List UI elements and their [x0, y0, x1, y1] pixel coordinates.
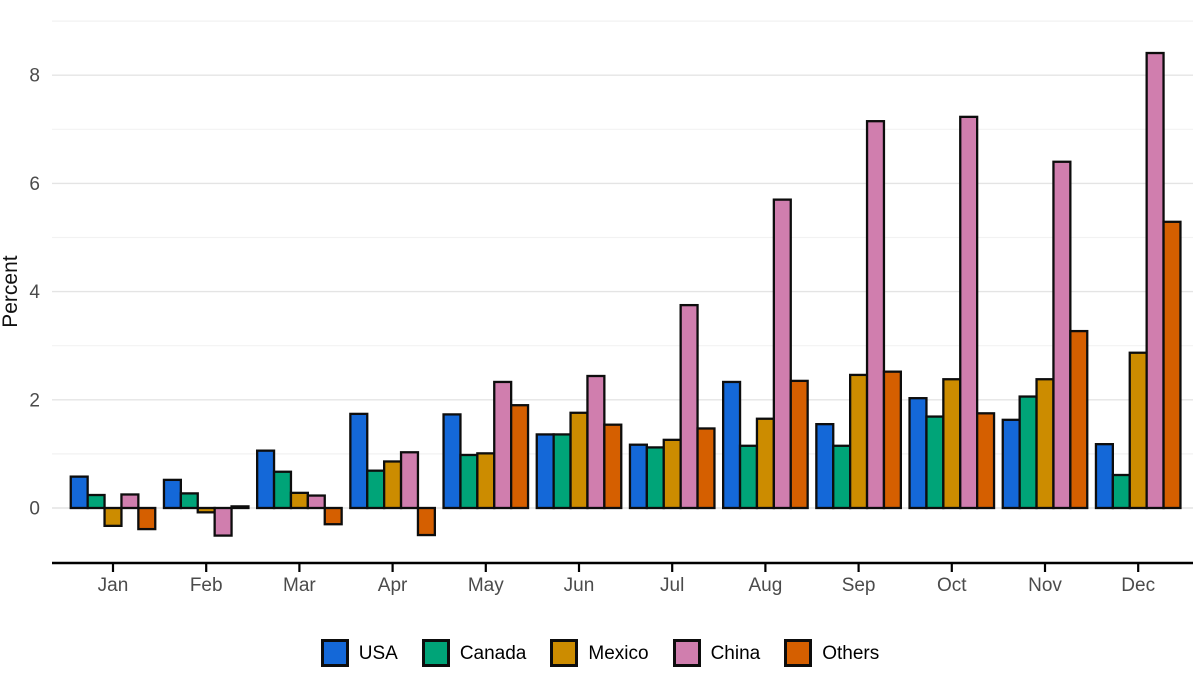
bar-canada-aug [738, 444, 759, 510]
bar-china-jun [586, 374, 606, 510]
bar-china-aug [772, 198, 792, 510]
bar-china-may [493, 380, 513, 510]
legend-label-canada: Canada [459, 642, 527, 664]
y-tick-label-4: 4 [29, 282, 40, 303]
bar-usa-jan [69, 475, 89, 510]
bar-canada-jan [86, 493, 106, 510]
x-tick-label-apr: Apr [378, 575, 408, 596]
bar-china-mar [306, 494, 326, 510]
legend-item-canada: Canada [421, 639, 527, 667]
legend-swatch-others [784, 639, 813, 667]
legend-item-china: China [672, 639, 761, 667]
bar-mexico-sep [849, 373, 869, 510]
bar-usa-may [442, 413, 462, 510]
bar-mexico-dec [1128, 351, 1148, 510]
y-tick-label-8: 8 [29, 66, 40, 87]
bar-canada-apr [366, 469, 386, 510]
bar-mexico-nov [1035, 378, 1055, 510]
legend-label-mexico: Mexico [588, 642, 649, 664]
bar-mexico-aug [755, 417, 776, 510]
bar-canada-feb [179, 492, 199, 510]
bar-china-feb [213, 506, 233, 537]
bar-canada-sep [832, 444, 852, 510]
legend-label-china: China [710, 642, 761, 664]
bar-china-oct [959, 115, 979, 510]
bar-usa-dec [1094, 443, 1114, 510]
bar-others-sep [882, 370, 903, 510]
bar-others-apr [416, 506, 437, 537]
legend-label-usa: USA [358, 642, 398, 664]
y-tick-label-2: 2 [29, 390, 40, 411]
bar-china-apr [399, 451, 420, 510]
bar-canada-mar [272, 470, 293, 510]
bar-usa-jun [535, 433, 555, 510]
x-tick-label-jul: Jul [660, 575, 684, 596]
y-axis-title: Percent [0, 255, 22, 328]
x-tick-label-nov: Nov [1028, 575, 1062, 596]
x-tick-label-aug: Aug [748, 575, 782, 596]
x-tick-label-jun: Jun [564, 575, 595, 596]
bar-others-jun [603, 423, 623, 510]
legend-item-usa: USA [320, 639, 398, 667]
bar-others-jul [696, 427, 716, 510]
bar-others-aug [789, 379, 809, 510]
bar-others-dec [1162, 220, 1182, 510]
bar-usa-feb [162, 478, 182, 510]
bar-others-nov [1069, 329, 1089, 510]
bar-usa-oct [908, 397, 928, 510]
chart-legend: USA Canada Mexico China Others [0, 625, 1200, 681]
bar-mexico-apr [382, 460, 403, 510]
bar-china-jan [120, 493, 140, 510]
bar-canada-jun [552, 433, 572, 510]
bar-mexico-jul [662, 438, 682, 510]
legend-swatch-mexico [550, 639, 579, 667]
legend-swatch-usa [320, 639, 349, 667]
x-tick-label-sep: Sep [842, 575, 876, 596]
legend-label-others: Others [822, 642, 880, 664]
bar-mexico-mar [289, 491, 310, 510]
legend-item-mexico: Mexico [550, 639, 649, 667]
x-tick-label-may: May [468, 575, 504, 596]
y-tick-label-0: 0 [29, 499, 40, 520]
bar-others-mar [323, 506, 343, 526]
bar-usa-apr [349, 412, 369, 510]
bar-canada-may [459, 453, 479, 510]
bar-canada-oct [925, 415, 945, 510]
legend-swatch-canada [421, 639, 450, 667]
bar-others-feb [230, 505, 250, 510]
legend-item-others: Others [784, 639, 879, 667]
bar-canada-nov [1018, 395, 1038, 510]
bar-others-oct [976, 412, 996, 510]
bar-usa-nov [1001, 418, 1021, 510]
bar-canada-jul [645, 446, 665, 510]
x-tick-label-mar: Mar [283, 575, 316, 596]
bar-mexico-may [476, 452, 496, 510]
bar-china-nov [1052, 160, 1072, 510]
legend-swatch-china [672, 639, 701, 667]
bar-mexico-jan [103, 506, 123, 528]
bar-canada-dec [1111, 473, 1131, 510]
bar-usa-jul [628, 443, 649, 510]
bar-china-sep [865, 120, 886, 510]
x-tick-label-dec: Dec [1121, 575, 1155, 596]
bar-mexico-oct [942, 378, 962, 510]
bar-usa-aug [722, 380, 742, 510]
bar-china-dec [1145, 51, 1165, 510]
bar-others-may [509, 404, 530, 510]
bar-mexico-feb [196, 506, 216, 514]
bar-usa-sep [815, 422, 835, 510]
bar-others-jan [137, 506, 157, 531]
x-tick-label-jan: Jan [98, 575, 129, 596]
bar-usa-mar [255, 449, 276, 510]
x-tick-label-oct: Oct [937, 575, 967, 596]
bar-china-jul [679, 303, 699, 510]
y-tick-label-6: 6 [29, 174, 40, 195]
bar-mexico-jun [569, 411, 589, 510]
x-tick-label-feb: Feb [190, 575, 223, 596]
grouped-bar-chart: Jan Feb Mar Apr May Jun Jul Aug Sep Oct Nov Dec 0 2 4 6… [0, 20, 1193, 596]
